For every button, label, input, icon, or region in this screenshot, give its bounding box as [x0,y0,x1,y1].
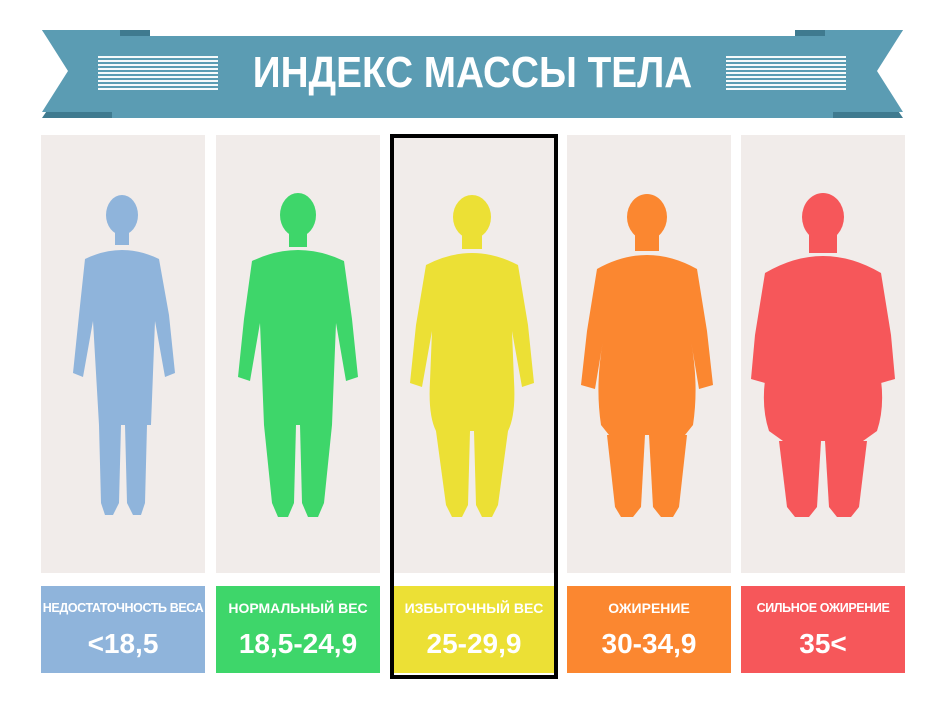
bmi-card-overweight: ИЗБЫТОЧНЫЙ ВЕС 25-29,9 [392,135,556,673]
bmi-card-normal: НОРМАЛЬНЫЙ ВЕС 18,5-24,9 [216,135,380,673]
title-banner: ИНДЕКС МАССЫ ТЕЛА [0,0,945,120]
severely-obese-person-silhouette-icon [751,193,895,517]
bmi-range-value: 18,5-24,9 [238,628,358,659]
bmi-category-name: ОЖИРЕНИЕ [608,600,690,616]
overweight-person-silhouette-icon [410,195,534,517]
banner-ribbon [42,30,903,118]
bmi-category-label-box: ИЗБЫТОЧНЫЙ ВЕС 25-29,9 [392,586,556,673]
highlighted-category-frame [390,134,558,679]
slim-person-silhouette-icon [73,195,175,515]
bmi-card-obesity: ОЖИРЕНИЕ 30-34,9 [567,135,731,673]
bmi-category-label-box: НЕДОСТАТОЧНОСТЬ ВЕСА <18,5 [41,586,205,673]
bmi-category-label-box: ОЖИРЕНИЕ 30-34,9 [567,586,731,673]
bmi-category-label-box: СИЛЬНОЕ ОЖИРЕНИЕ 35< [741,586,905,673]
bmi-card-underweight: НЕДОСТАТОЧНОСТЬ ВЕСА <18,5 [41,135,205,673]
bmi-range-value: 35< [799,628,847,659]
athletic-person-silhouette-icon [238,193,358,517]
page-title: ИНДЕКС МАССЫ ТЕЛА [252,48,693,97]
obese-person-silhouette-icon [581,194,713,517]
bmi-category-name: НОРМАЛЬНЫЙ ВЕС [228,600,368,616]
bmi-category-name: ИЗБЫТОЧНЫЙ ВЕС [404,600,544,616]
bmi-range-value: <18,5 [87,628,159,659]
bmi-range-value: 25-29,9 [426,628,522,659]
banner-decor-stripes-left [98,56,218,92]
bmi-card-severe-obesity: СИЛЬНОЕ ОЖИРЕНИЕ 35< [741,135,905,673]
banner-decor-stripes-right [726,56,846,92]
bmi-category-name: НЕДОСТАТОЧНОСТЬ ВЕСА [42,601,204,615]
bmi-category-label-box: НОРМАЛЬНЫЙ ВЕС 18,5-24,9 [216,586,380,673]
bmi-category-name: СИЛЬНОЕ ОЖИРЕНИЕ [756,601,890,615]
bmi-range-value: 30-34,9 [601,628,697,659]
